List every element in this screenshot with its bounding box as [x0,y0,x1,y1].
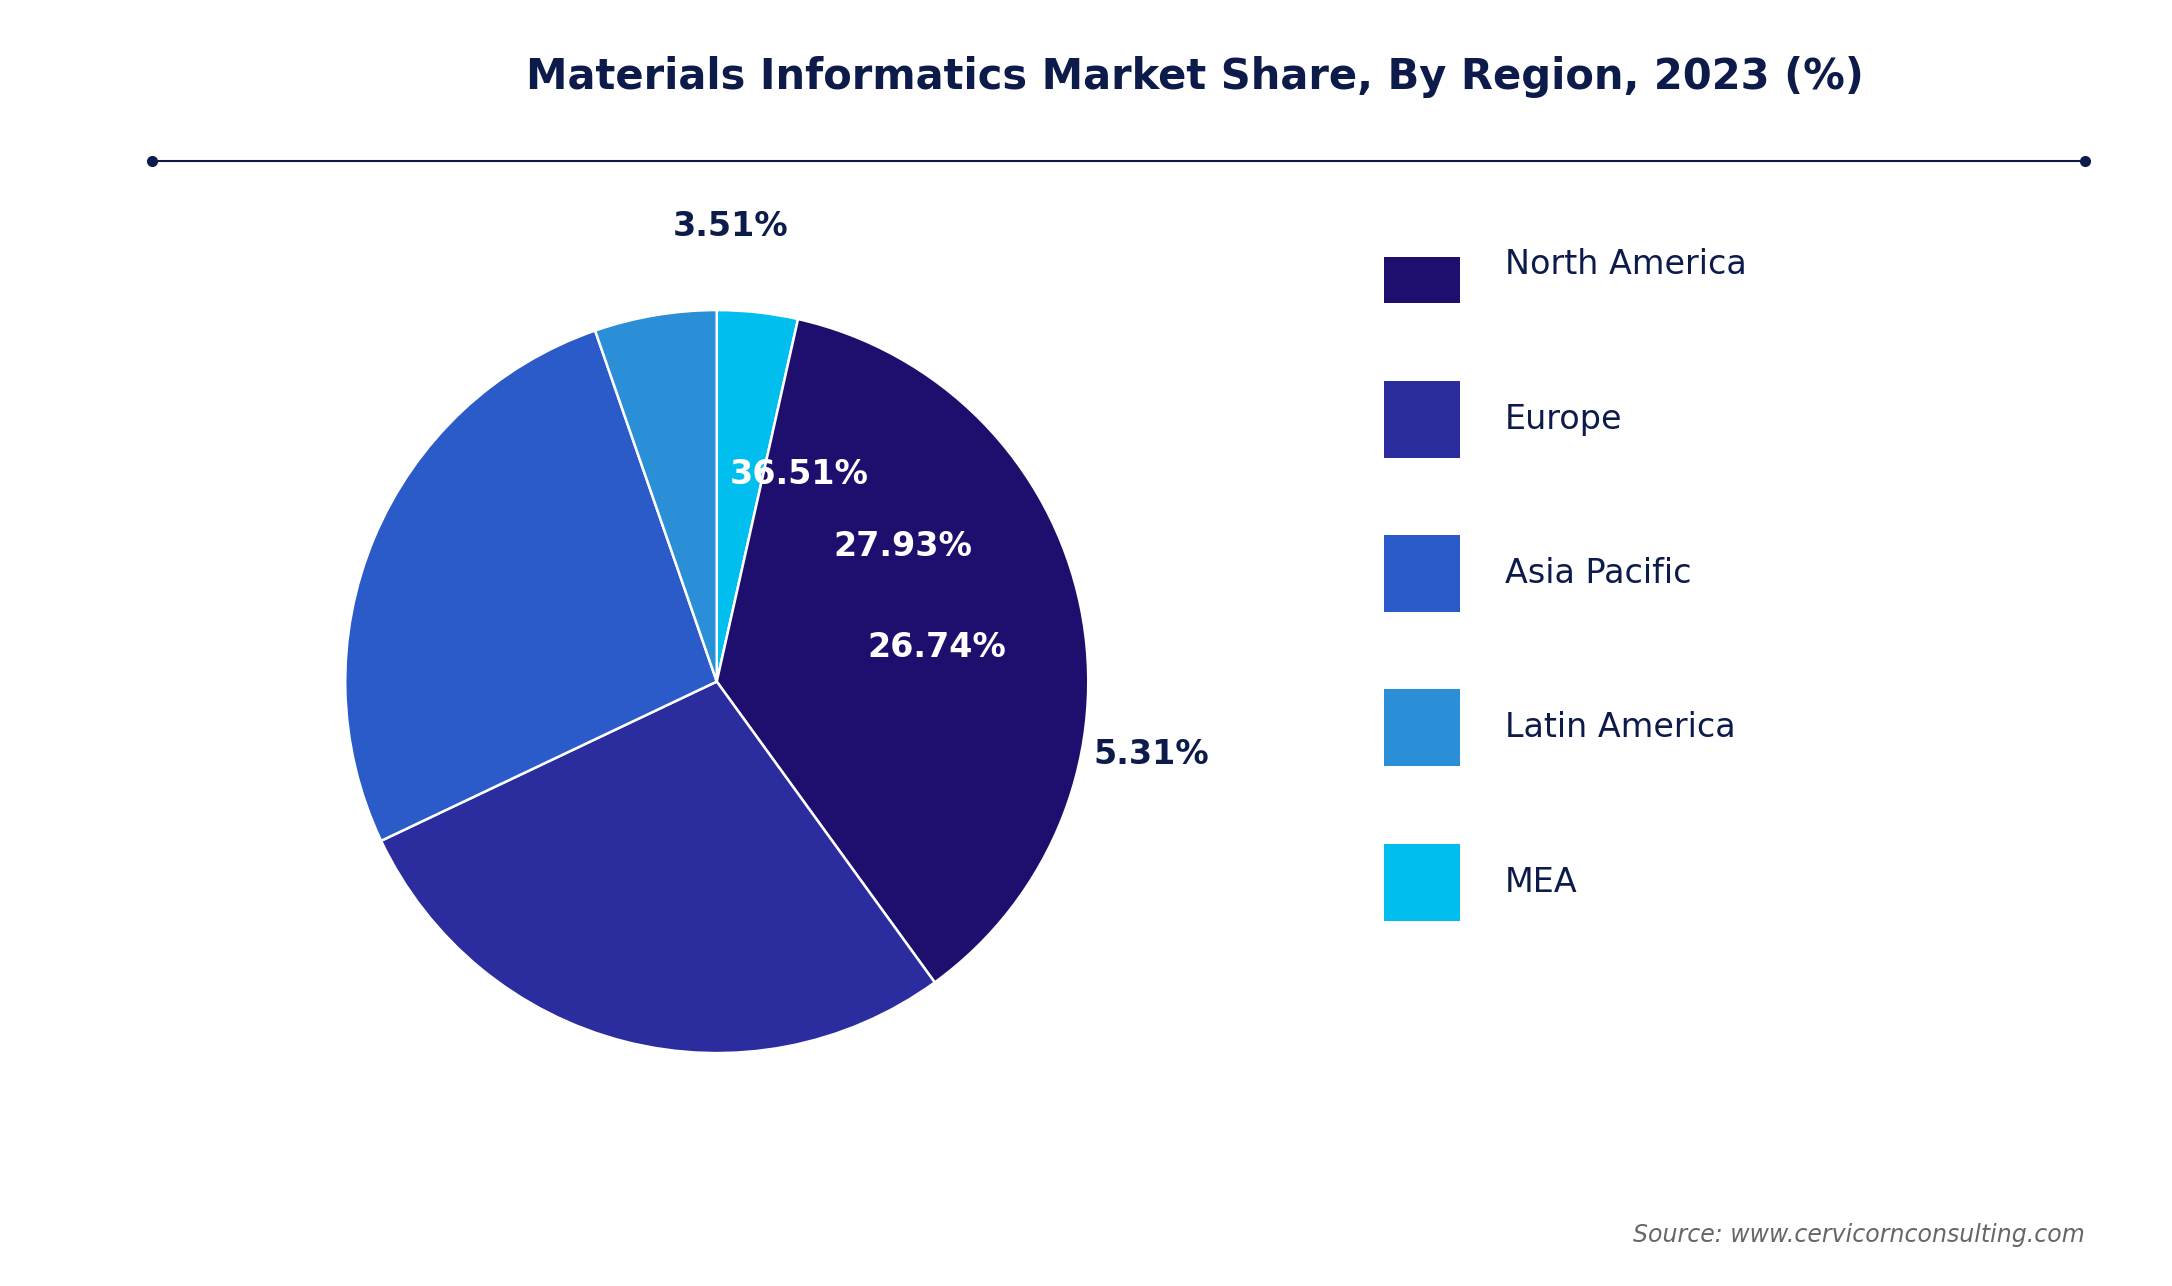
Wedge shape [717,319,1088,983]
Text: MEA: MEA [1505,865,1577,899]
FancyBboxPatch shape [1384,689,1460,766]
Wedge shape [345,331,717,841]
Text: North America: North America [1505,248,1746,282]
Text: 26.74%: 26.74% [869,631,1006,665]
Text: Europe: Europe [1505,403,1622,436]
Text: Source: www.cervicornconsulting.com: Source: www.cervicornconsulting.com [1633,1223,2085,1247]
Text: 36.51%: 36.51% [730,458,869,491]
FancyBboxPatch shape [1384,535,1460,612]
FancyBboxPatch shape [1384,844,1460,921]
Text: 3.51%: 3.51% [673,211,788,243]
Wedge shape [380,682,934,1053]
Wedge shape [717,310,797,682]
FancyBboxPatch shape [1384,226,1460,303]
Text: 5.31%: 5.31% [1095,738,1210,770]
FancyBboxPatch shape [1384,381,1460,458]
Text: Asia Pacific: Asia Pacific [1505,557,1692,590]
Wedge shape [595,310,717,682]
Text: Latin America: Latin America [1505,711,1735,745]
Text: Materials Informatics Market Share, By Region, 2023 (%): Materials Informatics Market Share, By R… [526,57,1864,98]
Text: 27.93%: 27.93% [834,530,973,563]
